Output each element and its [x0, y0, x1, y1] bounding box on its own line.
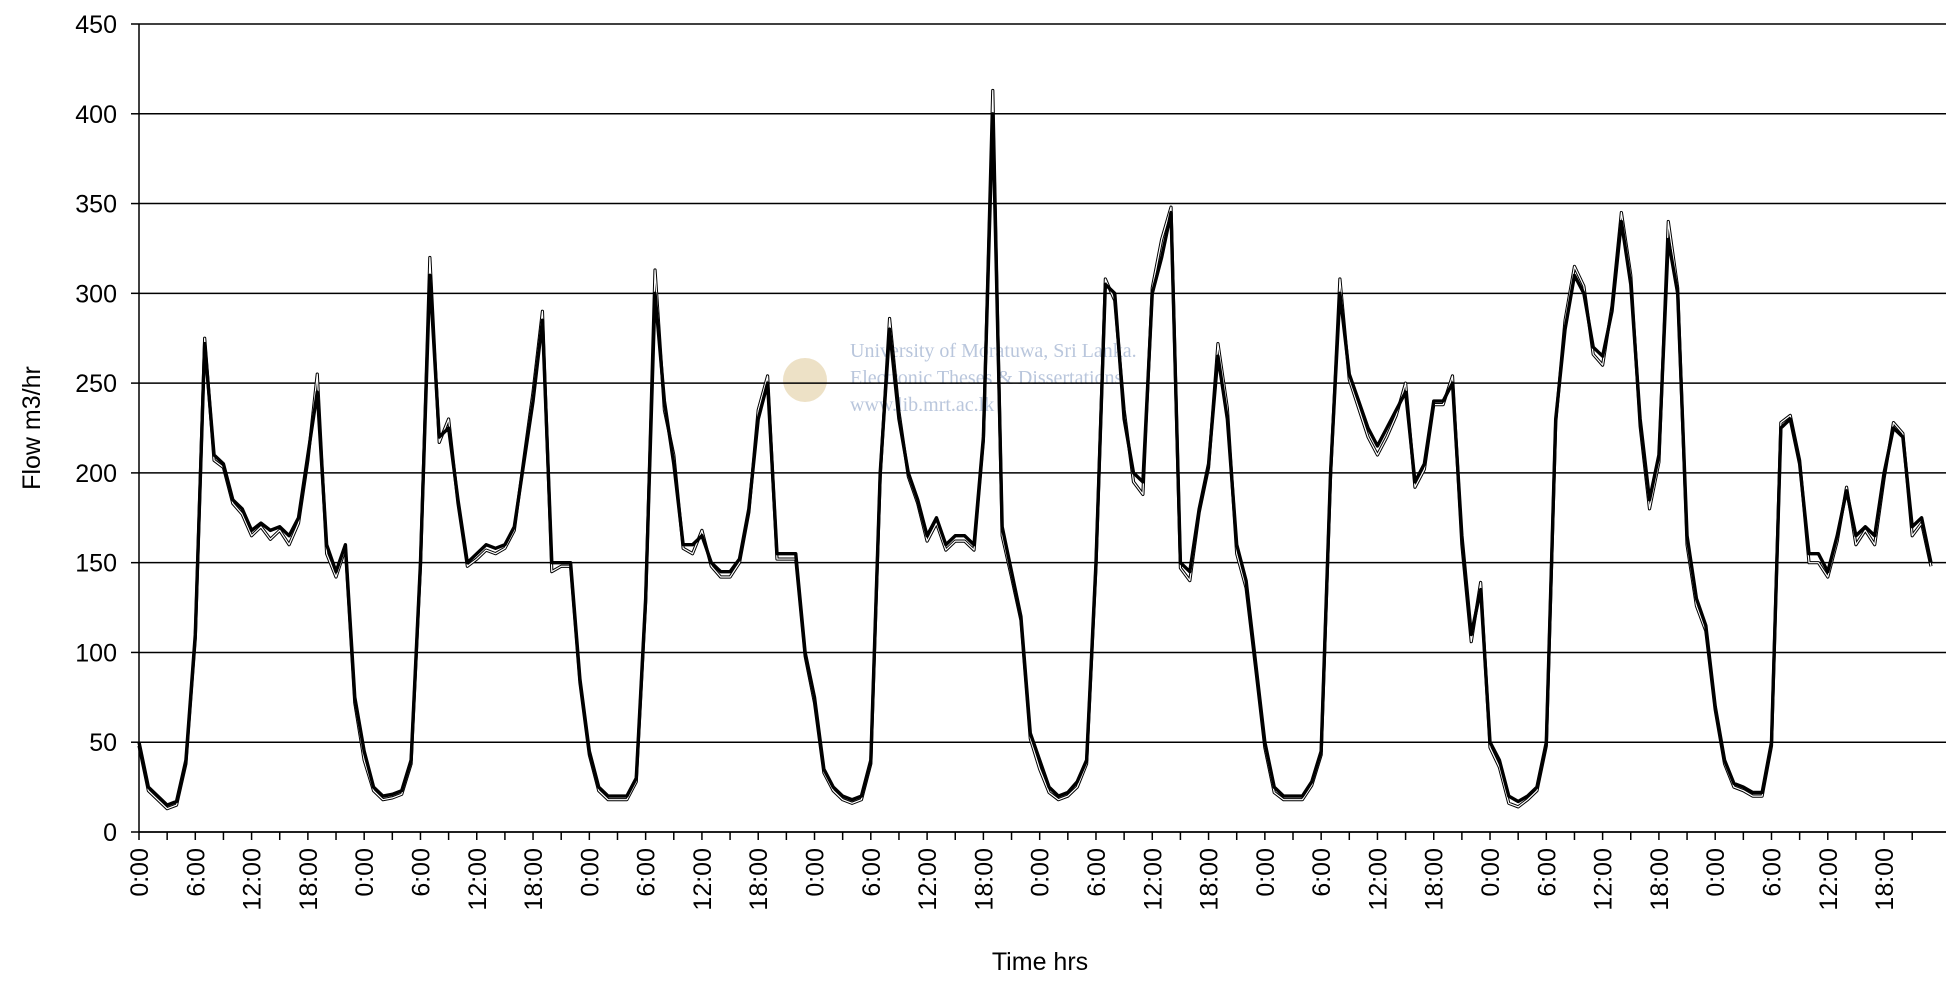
y-axis-title: Flow m3/hr [18, 366, 46, 490]
y-tick-label: 50 [89, 729, 117, 757]
y-tick-label: 300 [75, 280, 117, 308]
x-tick-label: 18:00 [295, 848, 323, 911]
y-tick-label: 450 [75, 11, 117, 39]
x-tick-label: 6:00 [182, 848, 210, 897]
x-tick-label: 12:00 [1590, 848, 1618, 911]
x-tick-label: 0:00 [1702, 848, 1730, 897]
y-tick-label: 100 [75, 639, 117, 667]
watermark: www.lib.mrt.ac.lk [850, 394, 994, 416]
x-tick-label: 6:00 [858, 848, 886, 897]
x-tick-label: 12:00 [464, 848, 492, 911]
x-tick-label: 12:00 [1364, 848, 1392, 911]
x-tick-label: 18:00 [1871, 848, 1899, 911]
x-tick-label: 18:00 [520, 848, 548, 911]
x-tick-label: 0:00 [351, 848, 379, 897]
x-tick-label: 12:00 [239, 848, 267, 911]
x-tick-label: 18:00 [1421, 848, 1449, 911]
y-tick-label: 350 [75, 191, 117, 219]
y-tick-label: 250 [75, 370, 117, 398]
x-tick-label: 6:00 [1758, 848, 1786, 897]
x-tick-label: 0:00 [1252, 848, 1280, 897]
y-tick-label: 400 [75, 101, 117, 129]
x-tick-label: 0:00 [126, 848, 154, 897]
y-tick-label: 0 [103, 819, 117, 847]
x-tick-label: 6:00 [633, 848, 661, 897]
watermark: University of Moratuwa, Sri Lanka. [850, 340, 1137, 362]
x-tick-label: 18:00 [970, 848, 998, 911]
y-tick-label: 200 [75, 460, 117, 488]
series-line-casing [137, 88, 1933, 811]
y-tick-label: 150 [75, 550, 117, 578]
x-tick-label: 0:00 [802, 848, 830, 897]
x-tick-label: 12:00 [1815, 848, 1843, 911]
x-tick-label: 0:00 [1027, 848, 1055, 897]
x-tick-label: 6:00 [1083, 848, 1111, 897]
x-tick-label: 6:00 [1308, 848, 1336, 897]
x-tick-label: 12:00 [689, 848, 717, 911]
series-line [138, 89, 1932, 810]
watermark-logo [783, 358, 827, 402]
x-tick-label: 12:00 [1139, 848, 1167, 911]
x-axis-title: Time hrs [992, 948, 1088, 976]
x-tick-label: 18:00 [1646, 848, 1674, 911]
series-line [137, 112, 1933, 807]
x-tick-label: 0:00 [576, 848, 604, 897]
x-tick-label: 12:00 [914, 848, 942, 911]
x-tick-label: 6:00 [1533, 848, 1561, 897]
x-tick-label: 18:00 [1196, 848, 1224, 911]
x-tick-label: 6:00 [407, 848, 435, 897]
x-tick-label: 0:00 [1477, 848, 1505, 897]
x-tick-label: 18:00 [745, 848, 773, 911]
